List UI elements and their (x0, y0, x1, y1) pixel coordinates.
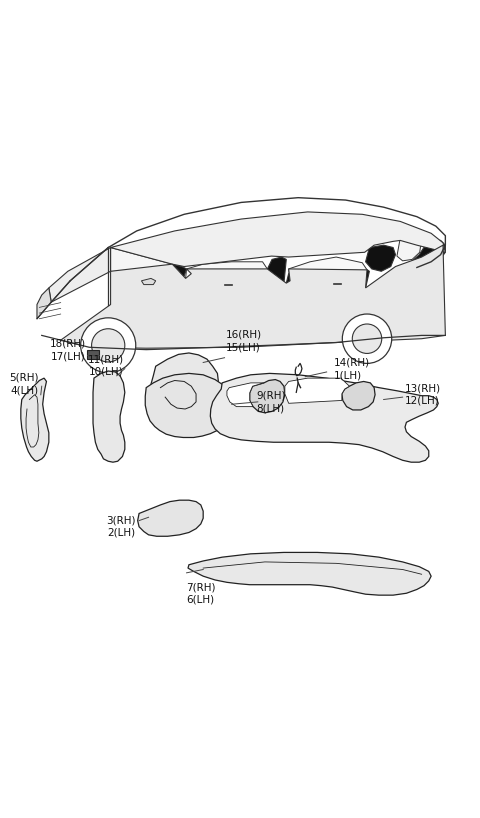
Text: 14(RH)
1(LH): 14(RH) 1(LH) (334, 358, 370, 380)
Polygon shape (163, 264, 187, 281)
Polygon shape (142, 278, 156, 285)
Polygon shape (188, 552, 431, 596)
Circle shape (352, 324, 382, 353)
Text: 7(RH)
6(LH): 7(RH) 6(LH) (187, 582, 216, 605)
Polygon shape (342, 381, 375, 410)
Polygon shape (138, 500, 203, 537)
Polygon shape (285, 378, 349, 403)
Polygon shape (186, 262, 267, 288)
Text: 13(RH)
12(LH): 13(RH) 12(LH) (405, 384, 441, 406)
Polygon shape (227, 383, 264, 407)
Polygon shape (366, 245, 396, 272)
Polygon shape (250, 380, 285, 413)
Polygon shape (286, 262, 370, 299)
Polygon shape (60, 245, 445, 348)
Bar (87, 349, 99, 359)
Text: 9(RH)
8(LH): 9(RH) 8(LH) (256, 391, 286, 413)
Polygon shape (93, 371, 125, 462)
Polygon shape (37, 288, 51, 319)
Text: 3(RH)
2(LH): 3(RH) 2(LH) (106, 515, 136, 537)
Circle shape (92, 329, 125, 362)
Circle shape (81, 318, 136, 373)
Polygon shape (110, 212, 445, 267)
Polygon shape (145, 373, 232, 438)
Polygon shape (21, 378, 49, 461)
Text: 11(RH)
10(LH): 11(RH) 10(LH) (88, 354, 124, 376)
Polygon shape (150, 353, 218, 414)
Text: 16(RH)
15(LH): 16(RH) 15(LH) (226, 330, 262, 353)
Polygon shape (178, 269, 267, 307)
Polygon shape (210, 373, 438, 462)
Text: 18(RH)
17(LH): 18(RH) 17(LH) (50, 339, 86, 362)
Polygon shape (110, 248, 180, 281)
Circle shape (342, 314, 392, 363)
Polygon shape (288, 257, 367, 293)
Polygon shape (397, 236, 421, 261)
Text: 5(RH)
4(LH): 5(RH) 4(LH) (9, 373, 38, 395)
Polygon shape (264, 257, 286, 288)
Polygon shape (411, 240, 445, 272)
Polygon shape (49, 248, 110, 302)
